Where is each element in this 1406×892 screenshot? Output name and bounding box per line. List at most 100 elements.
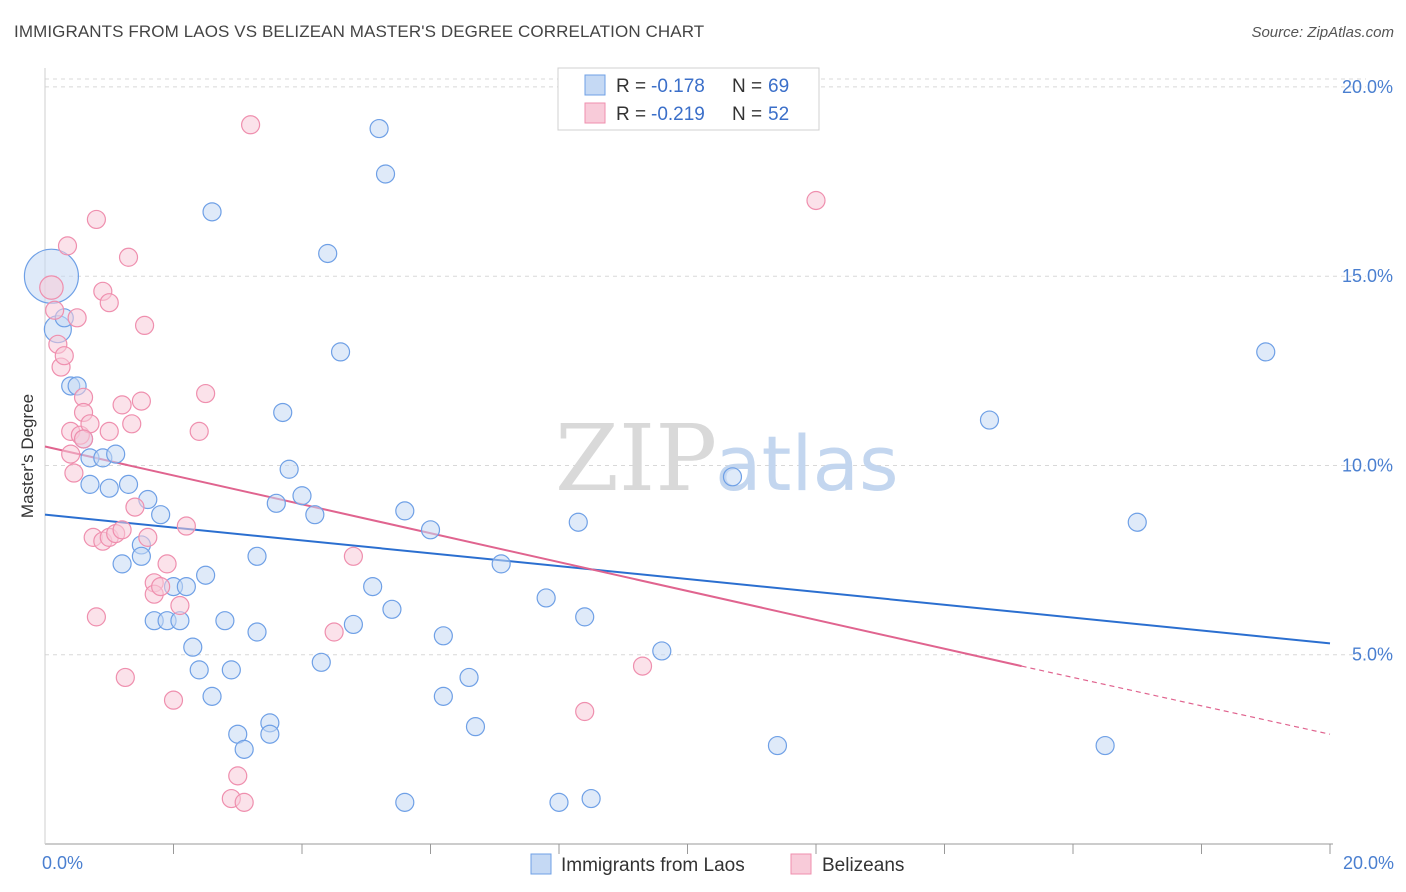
point-belizeans — [189, 421, 209, 441]
chart-title: IMMIGRANTS FROM LAOS VS BELIZEAN MASTER'… — [14, 22, 705, 41]
point-laos — [202, 686, 222, 706]
point-belizeans — [196, 383, 216, 404]
point-belizeans — [170, 595, 190, 616]
trend-line-laos — [44, 513, 1331, 645]
point-belizeans — [228, 766, 248, 786]
point-belizeans — [54, 346, 74, 366]
point-laos — [767, 735, 788, 756]
point-belizeans — [125, 497, 145, 517]
y-tick-label: 5.0% — [1352, 645, 1393, 665]
point-laos — [151, 505, 171, 525]
point-belizeans — [234, 792, 254, 812]
legend-swatch-belizeans — [584, 102, 606, 124]
point-laos — [395, 792, 415, 812]
point-belizeans — [64, 463, 84, 483]
point-laos — [491, 554, 511, 574]
point-laos — [433, 626, 453, 646]
point-laos — [979, 410, 1000, 430]
point-laos — [581, 788, 601, 809]
point-laos — [375, 164, 396, 184]
point-laos — [536, 588, 556, 608]
point-belizeans — [57, 236, 78, 256]
bottom-legend-swatch-laos — [530, 853, 552, 875]
point-belizeans — [163, 690, 184, 710]
point-belizeans — [343, 546, 363, 566]
point-laos — [176, 576, 196, 597]
bottom-legend-label-laos: Immigrants from Laos — [561, 855, 745, 876]
legend-n-value-belizeans: 52 — [768, 104, 789, 125]
point-laos — [318, 243, 338, 264]
point-laos — [99, 478, 119, 498]
series-belizeans-points — [39, 115, 826, 812]
point-belizeans — [86, 209, 107, 230]
point-laos — [459, 667, 479, 688]
watermark-atlas: atlas — [715, 419, 899, 508]
point-laos — [221, 660, 241, 680]
point-laos — [112, 554, 132, 574]
point-laos — [118, 474, 139, 494]
point-laos — [80, 474, 100, 494]
legend-r-value-laos: -0.178 — [651, 76, 705, 97]
point-laos — [722, 467, 743, 487]
point-laos — [1127, 512, 1147, 532]
point-laos — [202, 202, 222, 222]
trend-line-belizeans — [44, 445, 1022, 668]
point-laos — [575, 607, 595, 627]
legend-n-label-laos: N = — [732, 76, 767, 97]
point-belizeans — [131, 391, 151, 411]
legend-r-value-belizeans: -0.219 — [651, 104, 705, 125]
point-laos — [305, 505, 325, 525]
point-belizeans — [632, 656, 653, 676]
point-laos — [292, 486, 312, 506]
point-belizeans — [45, 300, 65, 320]
point-belizeans — [73, 429, 94, 449]
y-tick-label: 20.0% — [1342, 77, 1393, 97]
point-belizeans — [575, 701, 595, 722]
point-belizeans — [86, 607, 107, 627]
legend-box: R = -0.178 N = 69 R = -0.219 N = 52 — [557, 67, 820, 131]
point-belizeans — [99, 293, 119, 313]
point-laos — [215, 611, 235, 631]
point-laos — [311, 652, 331, 672]
point-laos — [369, 118, 389, 139]
point-laos — [1256, 342, 1276, 362]
point-laos — [395, 501, 415, 521]
x-tick-label-min: 0.0% — [42, 853, 83, 873]
x-ticks — [173, 844, 1331, 854]
point-laos — [234, 739, 254, 759]
point-laos — [106, 444, 126, 464]
point-laos — [260, 724, 280, 744]
point-belizeans — [115, 667, 135, 688]
point-laos — [549, 792, 569, 812]
point-belizeans — [241, 115, 261, 135]
point-laos — [247, 546, 267, 566]
point-belizeans — [112, 520, 132, 540]
point-belizeans — [122, 414, 142, 434]
trend-lines — [44, 445, 1331, 735]
point-laos — [279, 459, 299, 479]
point-laos — [382, 599, 402, 619]
point-belizeans — [67, 308, 87, 328]
legend-r-label-laos: R = — [616, 76, 651, 97]
watermark: ZIP atlas — [555, 405, 899, 512]
point-laos — [343, 614, 363, 635]
legend-r-label-belizeans: R = — [616, 104, 651, 125]
point-belizeans — [118, 247, 139, 267]
point-laos — [247, 622, 267, 642]
y-tick-labels: 5.0% 10.0% 15.0% 20.0% — [1342, 77, 1393, 665]
bottom-legend-swatch-belizeans — [790, 853, 812, 875]
point-belizeans — [157, 554, 177, 574]
legend-n-value-laos: 69 — [768, 76, 789, 97]
source-credit: Source: ZipAtlas.com — [1251, 24, 1394, 41]
series-laos-points — [23, 118, 1276, 812]
point-laos — [131, 546, 151, 566]
point-belizeans — [134, 315, 155, 336]
point-belizeans — [112, 395, 132, 415]
point-laos — [568, 512, 588, 532]
point-belizeans — [99, 421, 119, 441]
point-laos — [196, 565, 216, 585]
legend-swatch-laos — [584, 74, 606, 96]
point-laos — [330, 342, 351, 362]
x-tick-label-max: 20.0% — [1343, 853, 1394, 873]
